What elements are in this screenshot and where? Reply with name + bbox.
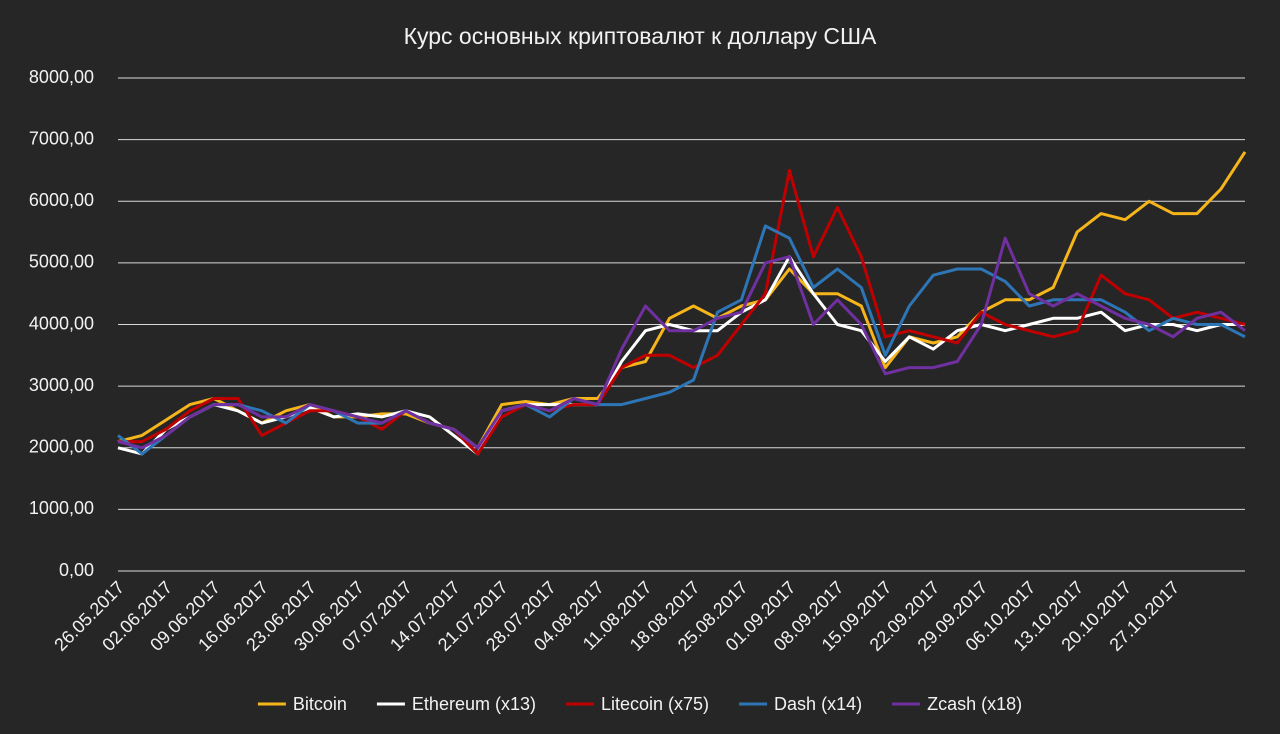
y-tick-label: 4000,00 — [29, 313, 94, 333]
chart-title: Курс основных криптовалют к доллару США — [404, 23, 877, 49]
series-line — [117, 236, 1246, 450]
legend-label: Dash (x14) — [774, 694, 862, 714]
legend: Bitcoin Ethereum (x13) Litecoin (x75) Dash … — [257, 694, 1022, 714]
series-line — [118, 168, 1246, 456]
legend-label: Litecoin (x75) — [601, 694, 709, 714]
legend-label: Zcash (x18) — [927, 694, 1022, 714]
y-tick-label: 8000,00 — [29, 67, 94, 87]
y-tick-label: 5000,00 — [29, 252, 94, 272]
y-tick-label: 3000,00 — [29, 375, 94, 395]
series-line — [117, 255, 1245, 456]
legend-label: Ethereum (x13) — [412, 694, 536, 714]
y-tick-label: 6000,00 — [29, 190, 94, 210]
legend-label: Bitcoin — [293, 694, 347, 714]
y-tick-label: 1000,00 — [29, 498, 94, 518]
y-tick-label: 0,00 — [59, 560, 94, 580]
y-tick-label: 7000,00 — [29, 128, 94, 148]
series-line — [117, 224, 1246, 456]
y-tick-label: 2000,00 — [29, 437, 94, 457]
